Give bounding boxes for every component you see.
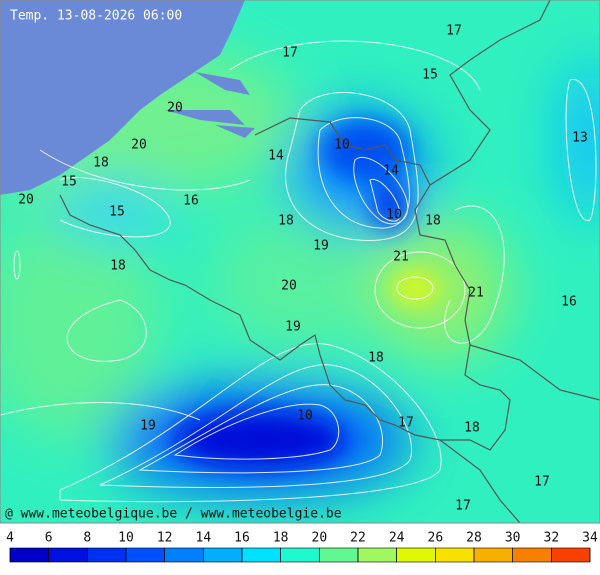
legend-tick-label: 32 [544,531,560,546]
credit: @ www.meteobelgique.be / www.meteobelgie… [5,507,342,522]
legend-tick-label: 6 [45,531,53,546]
legend-tick-label: 22 [350,531,366,546]
contour-label: 17 [398,416,414,431]
legend-swatch [357,547,397,563]
legend-tick-label: 14 [196,531,212,546]
contour-label: 19 [285,320,301,335]
contour-label: 21 [468,286,484,301]
legend-tick-label: 12 [157,531,173,546]
legend-swatch [512,547,552,563]
field [0,0,600,523]
legend-swatch [551,547,591,563]
contour-label: 20 [131,138,147,153]
legend-tick-label: 34 [582,531,598,546]
contour-label: 20 [18,193,34,208]
contour-label: 15 [61,175,77,190]
legend-tick-label: 28 [466,531,482,546]
contour-label: 17 [534,475,550,490]
map-frame [0,0,600,524]
contour-label: 10 [386,208,402,223]
legend-tick-label: 20 [312,531,328,546]
contour-label: 14 [383,164,399,179]
contour-label: 16 [183,194,199,209]
legend-tick-label: 26 [428,531,444,546]
contour-label: 17 [455,499,471,514]
contour-label: 18 [464,421,480,436]
legend-swatch [396,547,436,563]
legend-swatch [87,547,127,563]
contour-label: 18 [93,156,109,171]
contour-label: 20 [281,279,297,294]
legend-swatch [435,547,475,563]
contour-label: 15 [422,68,438,83]
legend-swatch [164,547,204,563]
contour-label: 14 [268,149,284,164]
contour-label: 21 [393,250,409,265]
legend-tick-label: 16 [234,531,250,546]
legend-swatch [280,547,320,563]
contour-label: 18 [368,351,384,366]
contour-label: 13 [572,131,588,146]
map-title: Temp. 13-08-2026 06:00 [10,9,182,24]
contour-label: 10 [297,409,313,424]
legend-tick-label: 10 [118,531,134,546]
legend-tick-label: 30 [505,531,521,546]
contour-label: 19 [140,419,156,434]
legend-swatch [241,547,281,563]
legend-tick-label: 24 [389,531,405,546]
contour-label: 15 [109,205,125,220]
legend-tick-label: 4 [6,531,14,546]
legend-swatch [473,547,513,563]
legend-swatch [125,547,165,563]
contour-label: 18 [425,214,441,229]
legend-tick-label: 18 [273,531,289,546]
contour-label: 16 [561,295,577,310]
contour-label: 17 [446,24,462,39]
legend-swatch [203,547,243,563]
contour-label: 19 [313,239,329,254]
contour-label: 10 [334,138,350,153]
contour-label: 18 [110,259,126,274]
legend-tick-label: 8 [83,531,91,546]
contour-label: 18 [278,214,294,229]
legend-swatch [319,547,359,563]
legend-swatch [9,547,49,563]
contour-label: 20 [167,101,183,116]
legend-swatch [48,547,88,563]
contour-label: 17 [282,46,298,61]
